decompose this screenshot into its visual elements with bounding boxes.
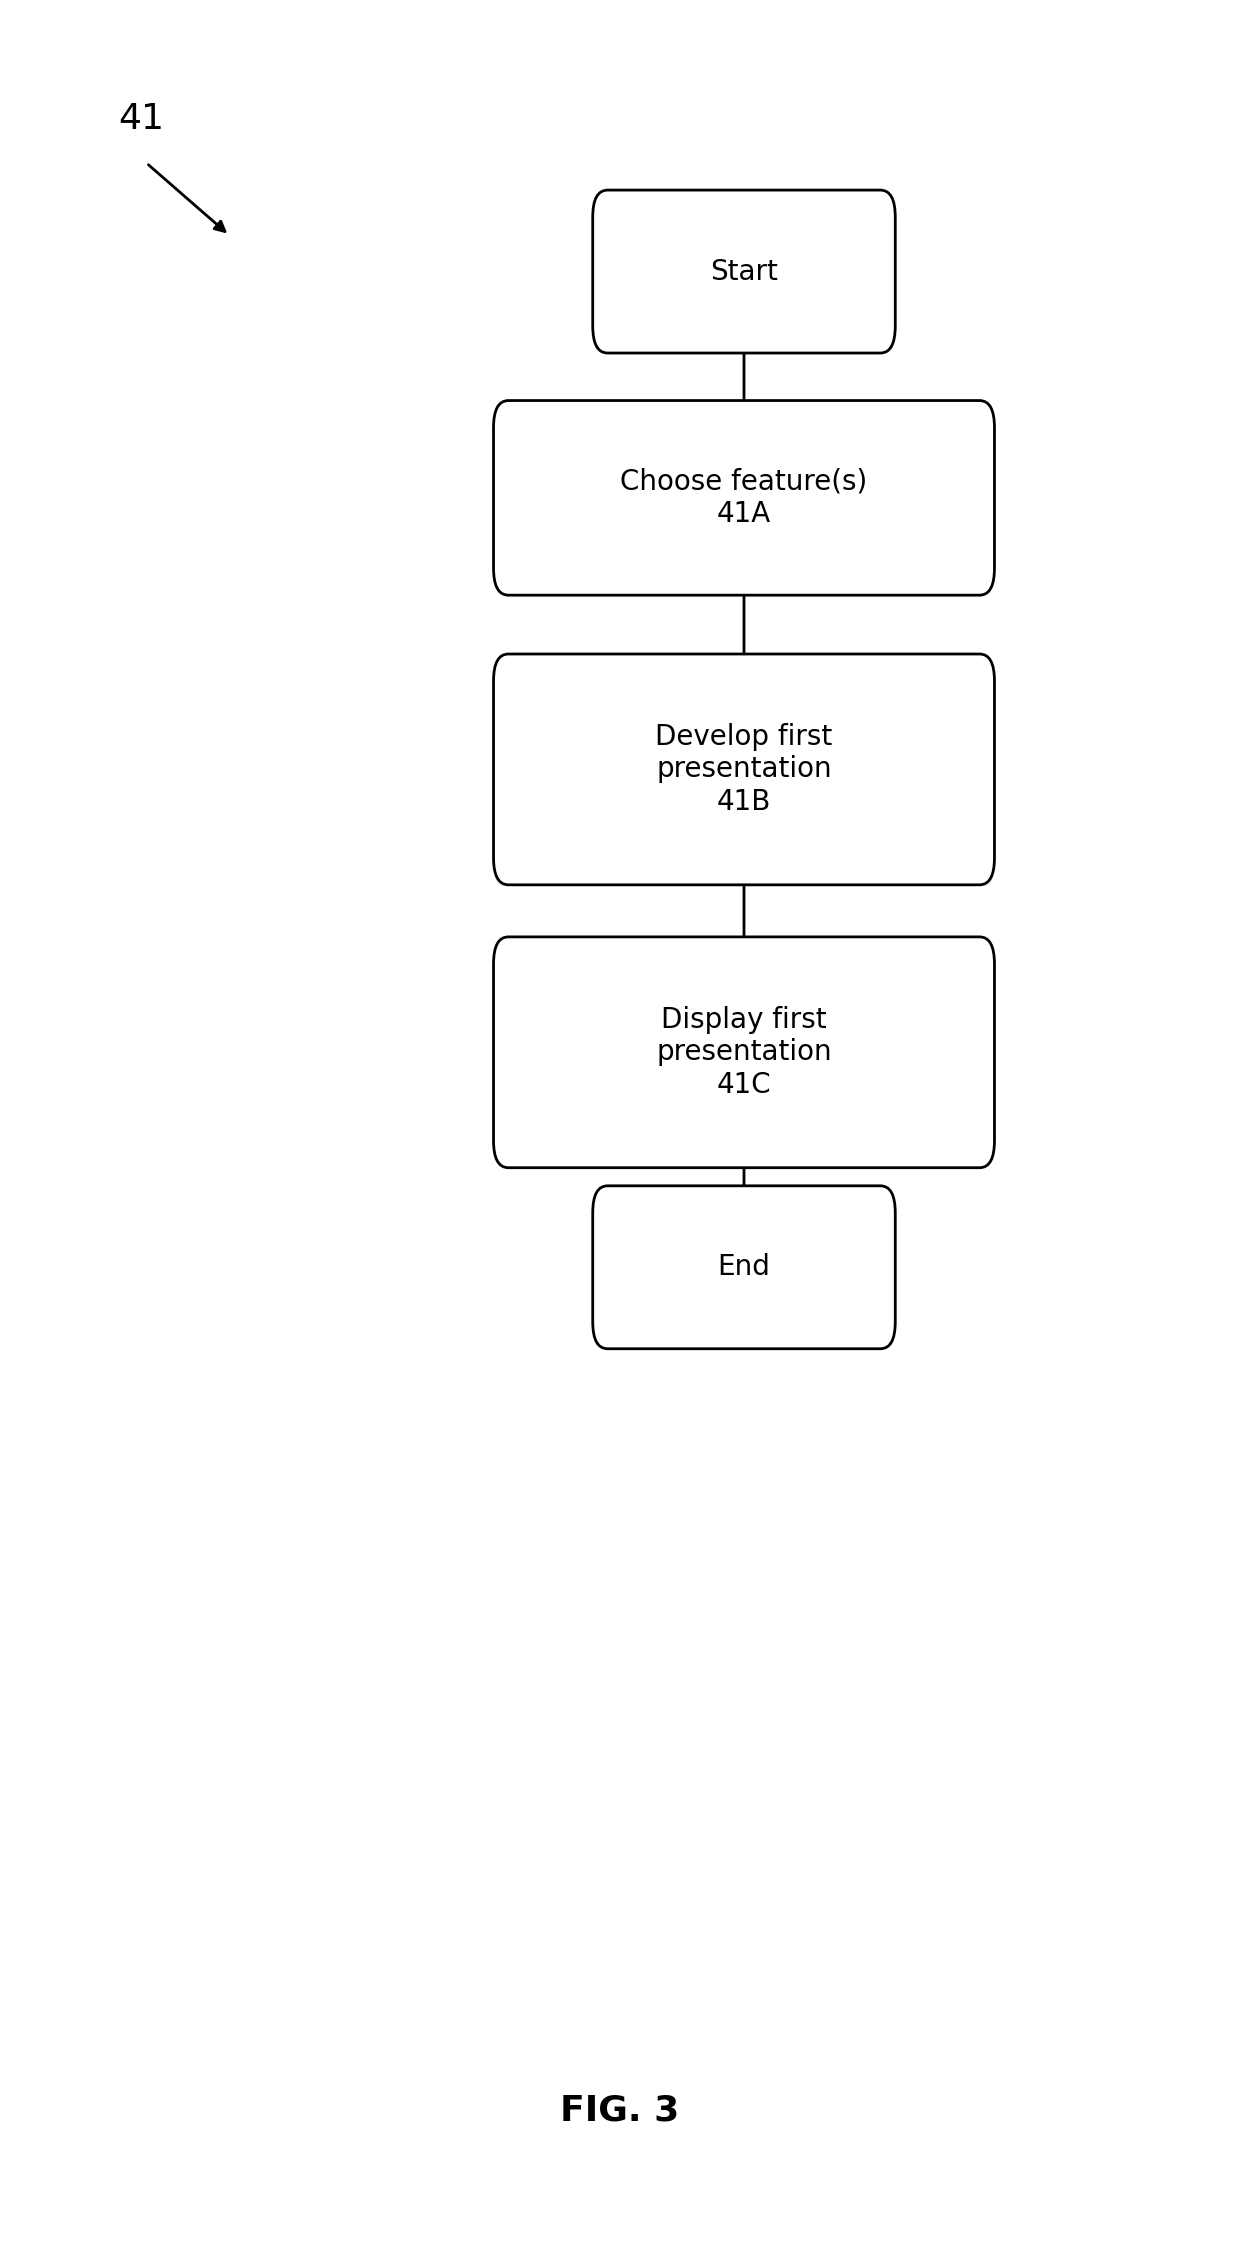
FancyBboxPatch shape <box>494 654 994 885</box>
Text: Display first
presentation
41C: Display first presentation 41C <box>656 1005 832 1100</box>
Text: FIG. 3: FIG. 3 <box>560 2093 680 2127</box>
FancyBboxPatch shape <box>593 190 895 353</box>
Text: End: End <box>718 1254 770 1281</box>
FancyBboxPatch shape <box>494 401 994 595</box>
Text: Develop first
presentation
41B: Develop first presentation 41B <box>656 722 832 817</box>
Text: Start: Start <box>711 258 777 285</box>
Text: Choose feature(s)
41A: Choose feature(s) 41A <box>620 468 868 527</box>
Text: 41: 41 <box>118 102 164 136</box>
FancyBboxPatch shape <box>494 937 994 1168</box>
FancyBboxPatch shape <box>593 1186 895 1349</box>
